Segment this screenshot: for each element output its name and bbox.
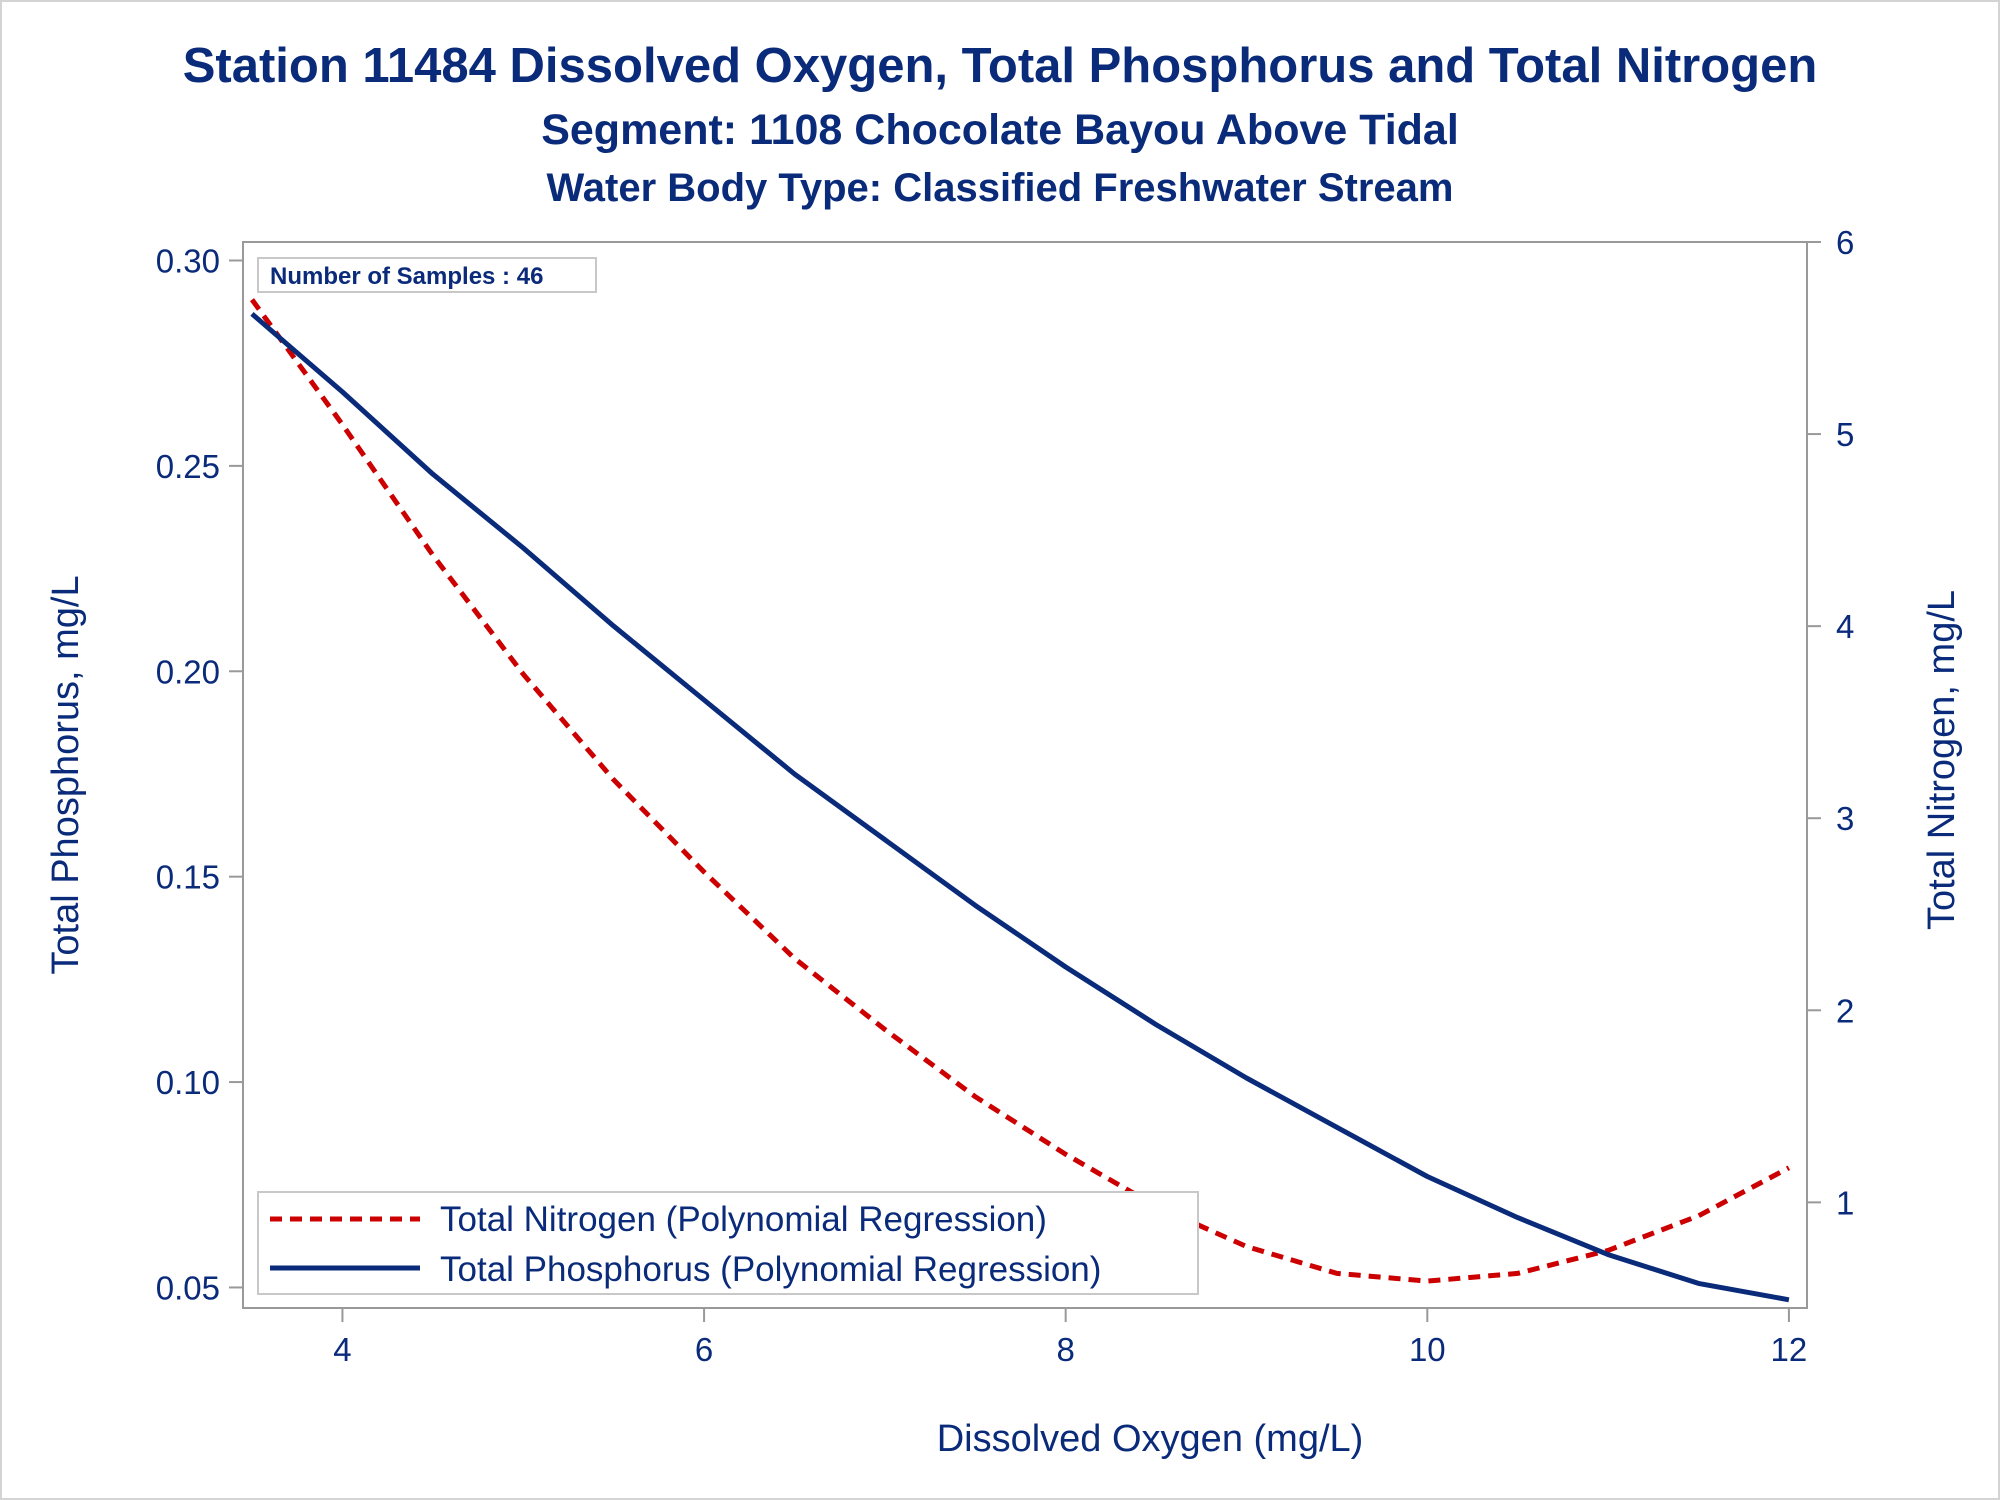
y2-tick-label: 3 [1836, 800, 1854, 837]
x-tick-label: 10 [1409, 1331, 1446, 1368]
x-tick-label: 8 [1057, 1331, 1075, 1368]
legend-box [257, 1191, 1199, 1295]
series-group [249, 298, 1791, 1303]
legend-label-nitrogen: Total Nitrogen (Polynomial Regression) [440, 1200, 1047, 1239]
y-tick-label: 0.10 [156, 1064, 220, 1101]
y-tick-label: 0.30 [156, 242, 220, 279]
legend: Total Nitrogen (Polynomial Regression) T… [257, 1191, 1199, 1295]
y2-tick-label: 6 [1836, 224, 1854, 261]
y-tick-label: 0.25 [156, 448, 220, 485]
y-tick-label: 0.05 [156, 1269, 220, 1306]
series-line-total-nitrogen [249, 298, 1791, 1284]
plot-area [242, 241, 1808, 1309]
y2-tick-label: 2 [1836, 992, 1854, 1029]
y2-axis-label: Total Nitrogen, mg/L [1921, 590, 1963, 930]
sample-count-box: Number of Samples : 46 [257, 257, 597, 293]
legend-label-phosphorus: Total Phosphorus (Polynomial Regression) [440, 1250, 1101, 1289]
chart-subtitle-waterbody: Water Body Type: Classified Freshwater S… [546, 166, 1454, 210]
x-axis-label: Dissolved Oxygen (mg/L) [937, 1418, 1364, 1460]
y-tick-label: 0.15 [156, 859, 220, 896]
y2-tick-label: 5 [1836, 416, 1854, 453]
y2-tick-label: 1 [1836, 1184, 1854, 1221]
chart-subtitle-segment: Segment: 1108 Chocolate Bayou Above Tida… [541, 106, 1459, 154]
y-tick-label: 0.20 [156, 653, 220, 690]
x-tick-label: 4 [333, 1331, 351, 1368]
series-line-total-phosphorus [250, 312, 1790, 1303]
y2-tick-label: 4 [1836, 608, 1854, 645]
chart-title: Station 11484 Dissolved Oxygen, Total Ph… [182, 39, 1818, 93]
x-tick-label: 6 [695, 1331, 713, 1368]
sample-count-label: Number of Samples : 46 [270, 263, 543, 290]
y-axis-label: Total Phosphorus, mg/L [45, 575, 87, 974]
x-tick-label: 12 [1771, 1331, 1808, 1368]
